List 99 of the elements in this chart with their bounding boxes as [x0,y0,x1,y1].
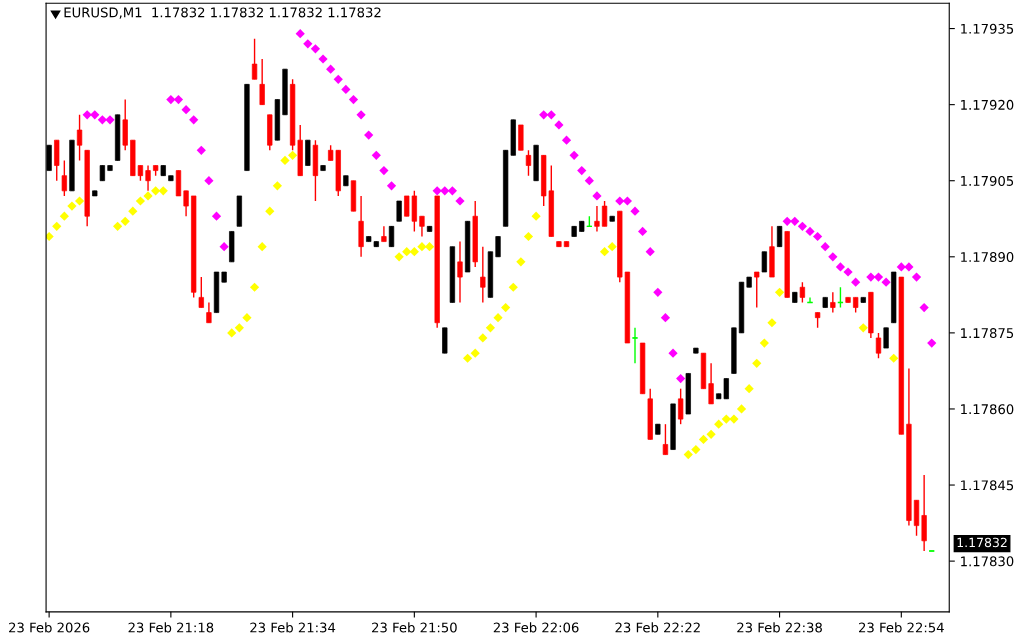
text: 1.17832 [957,537,1007,548]
point [523,231,534,242]
point [265,206,275,216]
candlestick [662,423,669,456]
point [234,323,244,333]
point [531,211,541,221]
point [485,323,496,333]
point [128,206,138,216]
point [394,252,404,262]
candlestick [830,291,836,314]
y-tick-label: 1.17845 [961,480,1014,491]
point [402,247,412,257]
point [508,282,518,292]
candlestick [251,38,258,80]
point [691,444,701,455]
y-tick-label: 1.17860 [961,404,1014,415]
candlestick [145,164,151,192]
point [242,313,252,323]
x-tick-label: 23 Feb 21:34 [250,622,336,633]
point [889,353,899,363]
point [67,201,77,211]
point [501,302,511,313]
x-tick-label: 23 Feb 22:22 [615,622,700,633]
candlestick [61,159,67,197]
point [280,155,290,166]
candlestick [457,240,463,304]
x-tick-label: 23 Feb 22:38 [737,622,822,633]
point [249,282,260,292]
point [736,404,747,414]
point [272,181,282,191]
y-tick-label: 1.17935 [961,23,1014,34]
candlestick [76,114,83,162]
candlestick [495,235,501,258]
candlestick [754,271,760,309]
point [721,414,731,424]
x-tick-label: 23 Feb 21:18 [128,622,214,633]
candlestick [381,225,387,243]
point [767,318,777,328]
point [478,333,488,343]
point [858,323,868,333]
point [607,242,617,252]
point [698,434,709,444]
chart-title: EURUSD,M1 1.17832 1.17832 1.17832 1.17832 [64,7,381,19]
point [774,287,785,297]
point [74,196,85,206]
candlestick [419,215,425,238]
point [752,358,762,368]
point [288,150,298,160]
point [46,231,54,242]
candlestick [388,225,395,248]
y-tick-label: 1.17905 [961,175,1014,186]
point [113,221,123,231]
y-tick-label: 1.17830 [961,556,1014,567]
point [683,450,693,460]
point [729,414,739,424]
point [227,328,237,338]
candlestick [601,200,608,228]
x-tick-label: 23 Feb 22:06 [493,622,579,633]
point [417,242,427,252]
point [257,242,267,252]
point [158,186,168,196]
candlestick [183,190,189,217]
candlestick [678,387,684,425]
x-tick-label: 23 Feb 2026 [9,622,90,633]
point [706,429,716,439]
point [120,216,130,226]
point [424,242,435,252]
candlestick [761,251,767,273]
candlestick [883,327,889,349]
point [599,247,610,257]
candlestick [206,301,212,324]
x-tick-label: 23 Feb 22:54 [859,622,944,633]
point [52,221,62,231]
y-tick-label: 1.17875 [961,328,1014,339]
point [463,353,473,363]
y-tick-label: 1.17890 [961,252,1014,262]
x-tick-label: 23 Feb 21:50 [372,622,457,633]
point [714,419,724,429]
candlestick [396,200,402,222]
point [493,313,503,323]
candlestick [480,245,486,304]
point [151,186,161,196]
candlestick [776,225,783,248]
point [59,211,69,221]
y-tick-label: 1.17920 [961,99,1014,110]
candlestick [525,149,532,177]
point [759,338,769,348]
point [409,247,419,257]
candlestick [708,362,714,405]
candlestick [875,332,882,359]
point [744,384,754,394]
candlestick [198,276,204,309]
point [143,191,153,201]
candlestick [594,205,600,233]
point [470,348,480,358]
point [516,257,526,267]
point [135,196,146,206]
candlestick [799,281,806,304]
candlestick [259,58,265,106]
